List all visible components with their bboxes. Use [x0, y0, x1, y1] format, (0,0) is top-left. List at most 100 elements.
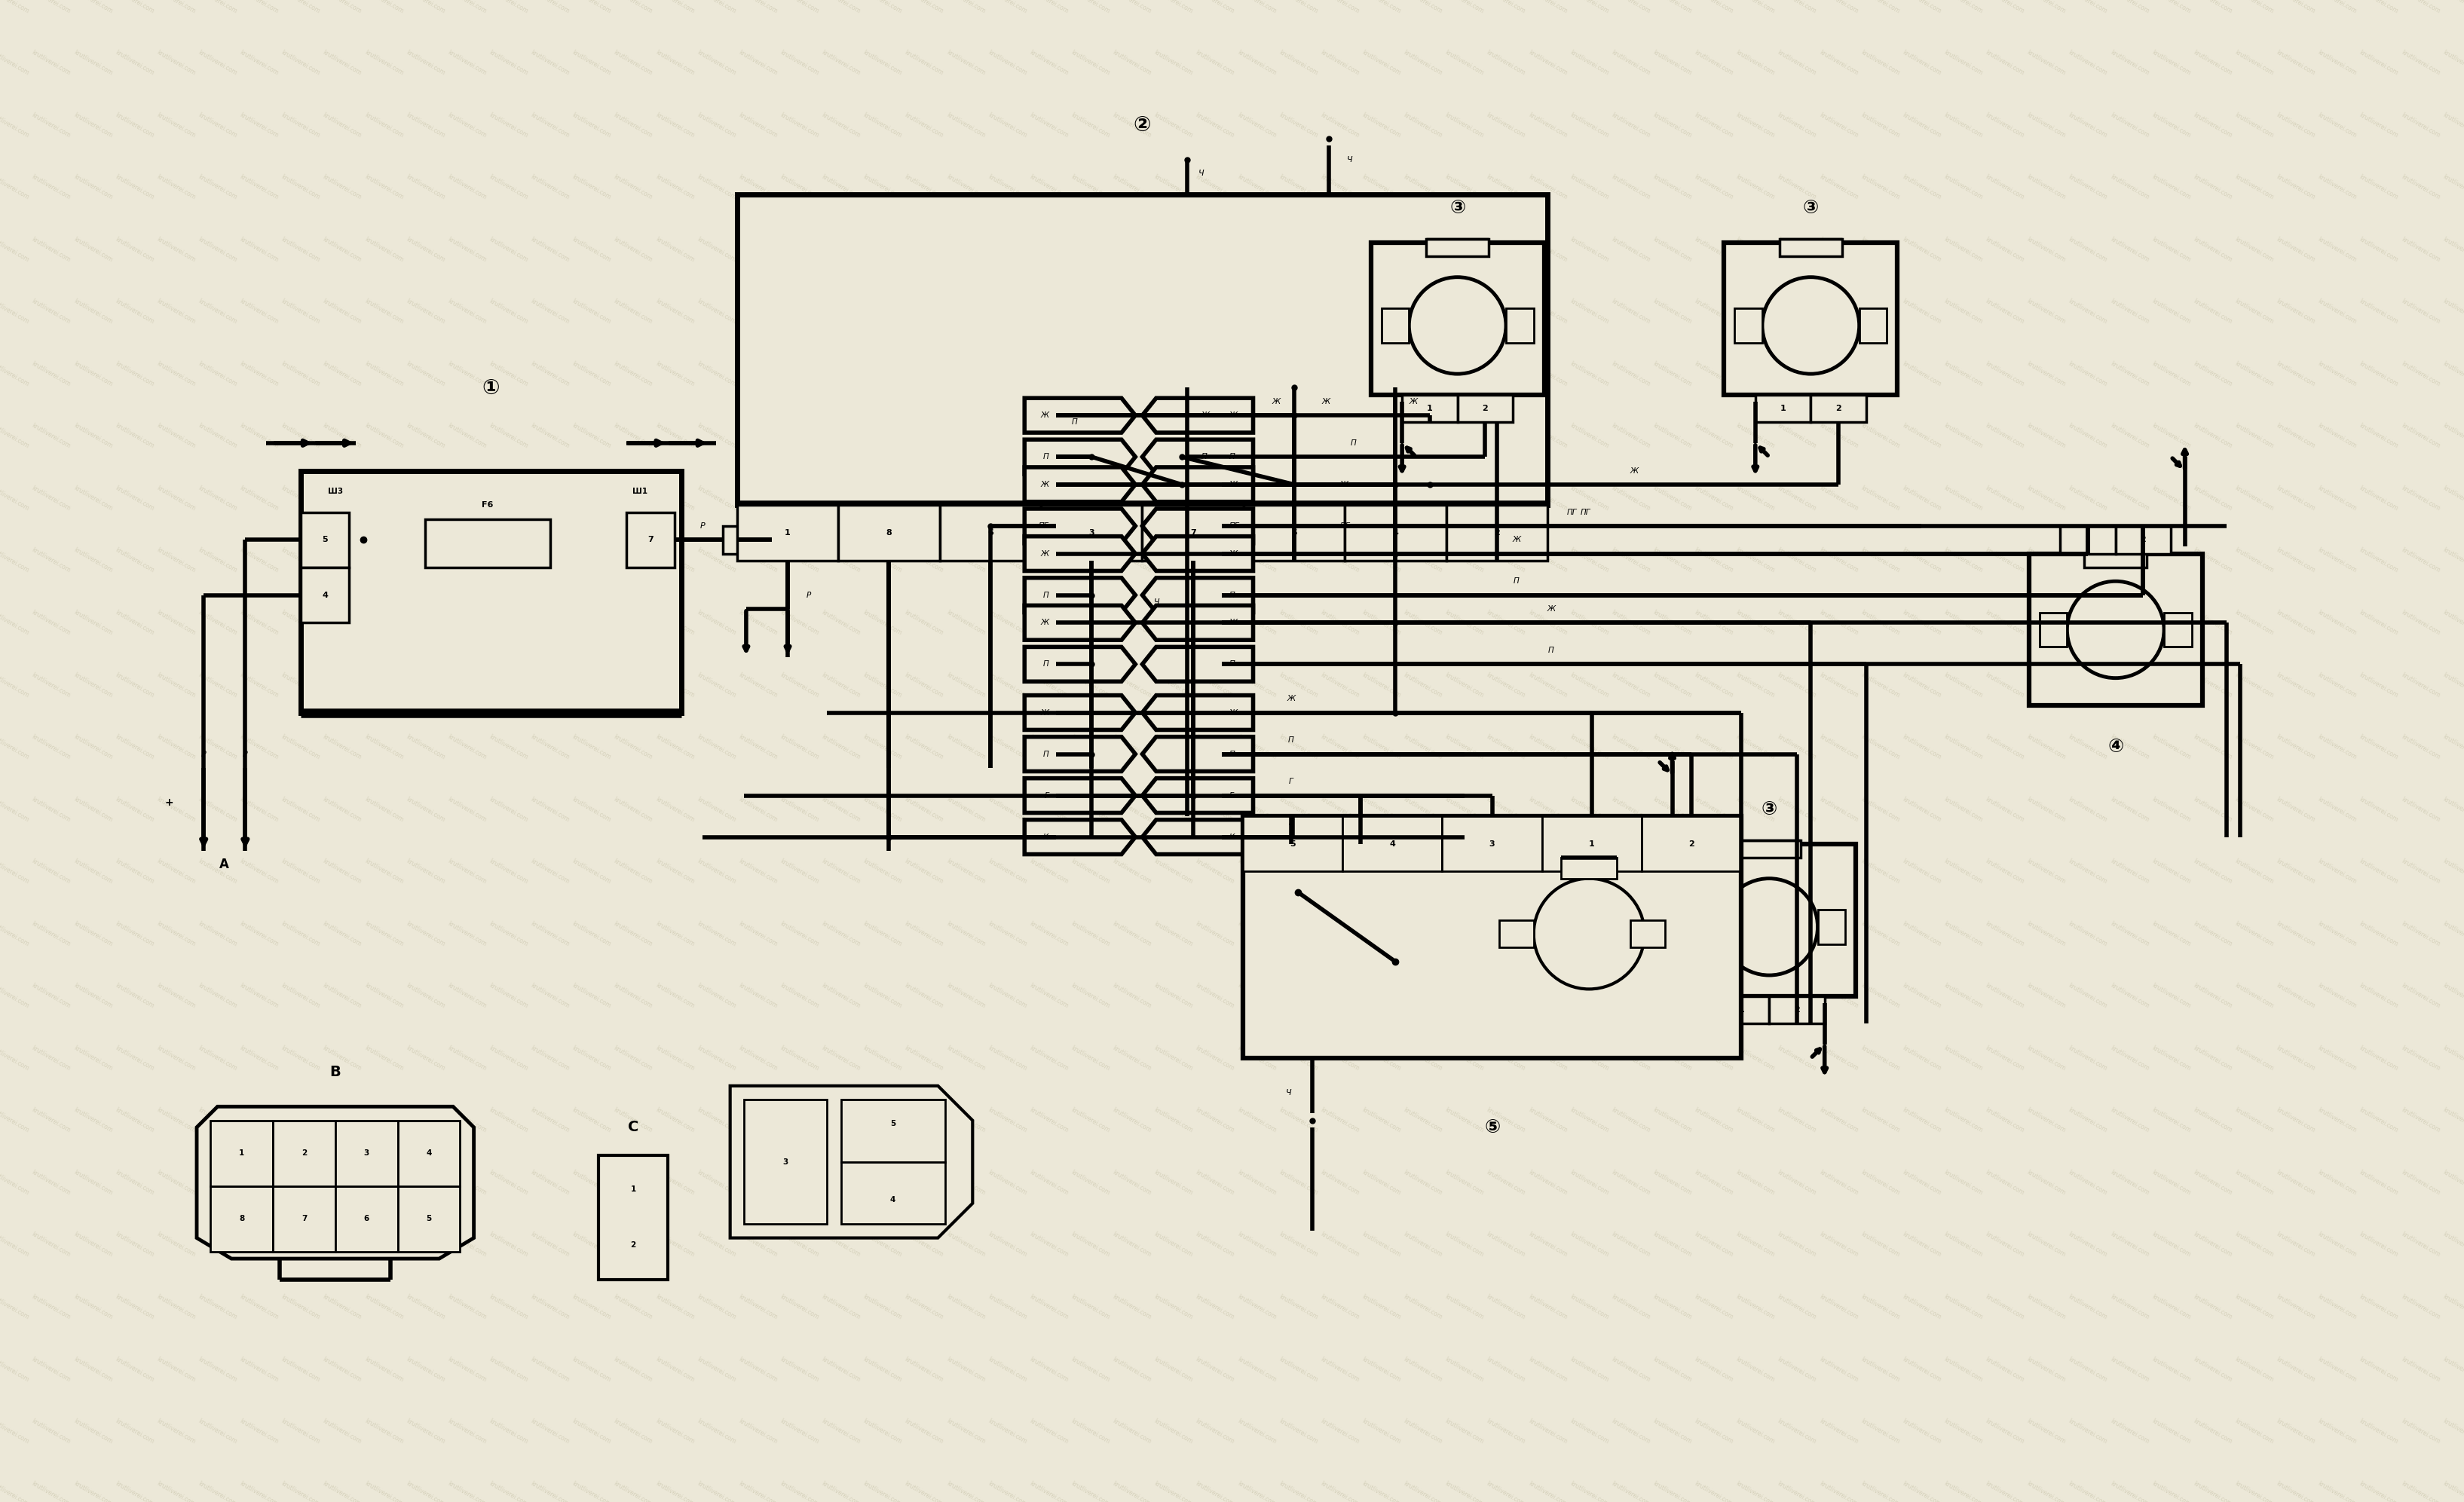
Text: П: П [1547, 646, 1555, 655]
Text: krutliverei.com: krutliverei.com [530, 173, 572, 201]
Text: krutliverei.com: krutliverei.com [1111, 0, 1153, 15]
Text: krutliverei.com: krutliverei.com [2151, 360, 2190, 388]
Text: ②: ② [1133, 114, 1151, 135]
Text: krutliverei.com: krutliverei.com [1237, 1169, 1276, 1197]
Text: krutliverei.com: krutliverei.com [1069, 50, 1111, 77]
Text: 1: 1 [631, 1185, 636, 1193]
Text: П: П [1042, 592, 1050, 599]
Text: krutliverei.com: krutliverei.com [2067, 1355, 2109, 1383]
Text: krutliverei.com: krutliverei.com [2316, 733, 2358, 762]
Text: krutliverei.com: krutliverei.com [362, 360, 404, 388]
Text: krutliverei.com: krutliverei.com [488, 858, 530, 885]
Text: krutliverei.com: krutliverei.com [779, 547, 821, 574]
Text: krutliverei.com: krutliverei.com [2151, 50, 2190, 77]
Text: krutliverei.com: krutliverei.com [779, 50, 821, 77]
Bar [335, 1187, 397, 1251]
Text: krutliverei.com: krutliverei.com [986, 0, 1027, 15]
Text: krutliverei.com: krutliverei.com [155, 50, 197, 77]
Text: krutliverei.com: krutliverei.com [2316, 547, 2358, 574]
Text: krutliverei.com: krutliverei.com [362, 236, 404, 263]
Text: krutliverei.com: krutliverei.com [2232, 733, 2274, 762]
Text: krutliverei.com: krutliverei.com [1360, 1418, 1402, 1445]
Text: krutliverei.com: krutliverei.com [404, 0, 446, 15]
Bar [209, 1120, 274, 1187]
Text: krutliverei.com: krutliverei.com [1609, 1107, 1651, 1134]
Text: krutliverei.com: krutliverei.com [71, 1107, 113, 1134]
Text: krutliverei.com: krutliverei.com [1609, 733, 1651, 762]
Text: krutliverei.com: krutliverei.com [1318, 796, 1360, 823]
Text: krutliverei.com: krutliverei.com [113, 0, 155, 15]
Text: krutliverei.com: krutliverei.com [1528, 1479, 1567, 1502]
Text: krutliverei.com: krutliverei.com [1735, 1418, 1777, 1445]
Text: krutliverei.com: krutliverei.com [1318, 1107, 1360, 1134]
Text: krutliverei.com: krutliverei.com [1069, 422, 1111, 451]
Text: krutliverei.com: krutliverei.com [1693, 422, 1735, 451]
Text: krutliverei.com: krutliverei.com [1818, 50, 1858, 77]
Text: krutliverei.com: krutliverei.com [1195, 111, 1234, 138]
Text: krutliverei.com: krutliverei.com [1360, 0, 1402, 15]
Text: krutliverei.com: krutliverei.com [821, 858, 862, 885]
Text: krutliverei.com: krutliverei.com [2025, 50, 2067, 77]
Text: krutliverei.com: krutliverei.com [1609, 858, 1651, 885]
Text: krutliverei.com: krutliverei.com [0, 1355, 30, 1383]
Text: krutliverei.com: krutliverei.com [2109, 1044, 2151, 1072]
Text: krutliverei.com: krutliverei.com [2151, 1232, 2190, 1259]
Text: krutliverei.com: krutliverei.com [695, 1232, 737, 1259]
Text: krutliverei.com: krutliverei.com [323, 50, 362, 77]
Text: krutliverei.com: krutliverei.com [1069, 547, 1111, 574]
Text: krutliverei.com: krutliverei.com [1693, 297, 1735, 326]
Text: krutliverei.com: krutliverei.com [281, 50, 320, 77]
Text: krutliverei.com: krutliverei.com [155, 1355, 197, 1383]
Text: krutliverei.com: krutliverei.com [1735, 982, 1777, 1009]
Text: krutliverei.com: krutliverei.com [1318, 1355, 1360, 1383]
Text: 3: 3 [784, 1158, 788, 1166]
Text: krutliverei.com: krutliverei.com [1693, 919, 1735, 948]
Text: krutliverei.com: krutliverei.com [446, 919, 488, 948]
Text: krutliverei.com: krutliverei.com [2109, 485, 2151, 512]
Text: krutliverei.com: krutliverei.com [2442, 1107, 2464, 1134]
Text: krutliverei.com: krutliverei.com [1444, 50, 1486, 77]
Text: krutliverei.com: krutliverei.com [2067, 733, 2109, 762]
Bar [618, 1176, 648, 1203]
Text: krutliverei.com: krutliverei.com [446, 1418, 488, 1445]
Text: krutliverei.com: krutliverei.com [1111, 1293, 1153, 1320]
Polygon shape [1025, 605, 1136, 640]
Text: krutliverei.com: krutliverei.com [0, 1479, 30, 1502]
Text: krutliverei.com: krutliverei.com [1528, 360, 1567, 388]
Text: krutliverei.com: krutliverei.com [2400, 858, 2442, 885]
Text: krutliverei.com: krutliverei.com [2400, 111, 2442, 138]
Text: krutliverei.com: krutliverei.com [1609, 919, 1651, 948]
Text: krutliverei.com: krutliverei.com [2400, 485, 2442, 512]
Text: krutliverei.com: krutliverei.com [0, 982, 30, 1009]
Text: krutliverei.com: krutliverei.com [1860, 1044, 1900, 1072]
Text: krutliverei.com: krutliverei.com [281, 608, 320, 637]
Text: krutliverei.com: krutliverei.com [1276, 173, 1318, 201]
Text: krutliverei.com: krutliverei.com [1942, 173, 1984, 201]
Text: krutliverei.com: krutliverei.com [1777, 796, 1818, 823]
Text: krutliverei.com: krutliverei.com [1651, 297, 1693, 326]
Text: krutliverei.com: krutliverei.com [1528, 547, 1567, 574]
Text: krutliverei.com: krutliverei.com [1027, 608, 1069, 637]
Text: krutliverei.com: krutliverei.com [572, 919, 611, 948]
Text: krutliverei.com: krutliverei.com [488, 671, 530, 698]
Text: krutliverei.com: krutliverei.com [1444, 919, 1486, 948]
Text: krutliverei.com: krutliverei.com [2109, 733, 2151, 762]
Text: krutliverei.com: krutliverei.com [1027, 858, 1069, 885]
Text: krutliverei.com: krutliverei.com [1069, 858, 1111, 885]
Text: krutliverei.com: krutliverei.com [737, 547, 779, 574]
Text: Ж: Ж [1230, 481, 1237, 488]
Text: krutliverei.com: krutliverei.com [2193, 1232, 2232, 1259]
Text: krutliverei.com: krutliverei.com [1153, 671, 1195, 698]
Text: krutliverei.com: krutliverei.com [1195, 1044, 1234, 1072]
Text: krutliverei.com: krutliverei.com [281, 1107, 320, 1134]
Text: krutliverei.com: krutliverei.com [1027, 1169, 1069, 1197]
Text: krutliverei.com: krutliverei.com [2025, 1169, 2067, 1197]
Text: krutliverei.com: krutliverei.com [1693, 671, 1735, 698]
Text: krutliverei.com: krutliverei.com [155, 547, 197, 574]
Text: krutliverei.com: krutliverei.com [1402, 1232, 1444, 1259]
Text: krutliverei.com: krutliverei.com [1942, 422, 1984, 451]
Text: krutliverei.com: krutliverei.com [1942, 1293, 1984, 1320]
Text: krutliverei.com: krutliverei.com [1570, 1418, 1609, 1445]
Text: krutliverei.com: krutliverei.com [904, 1107, 944, 1134]
Text: krutliverei.com: krutliverei.com [1360, 671, 1402, 698]
